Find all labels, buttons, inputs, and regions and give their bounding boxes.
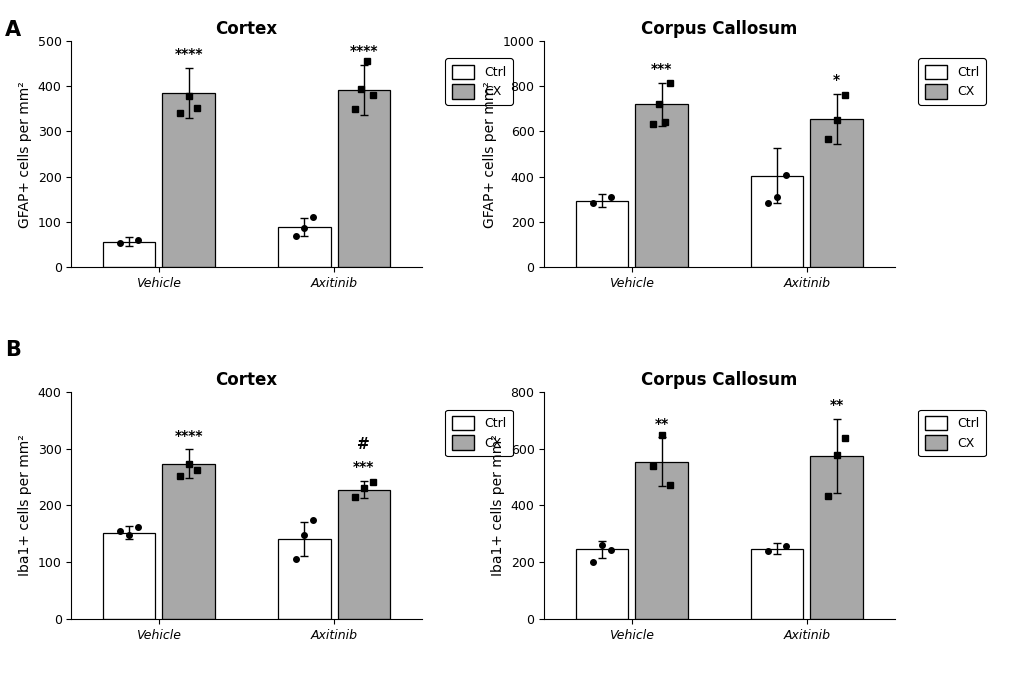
Y-axis label: GFAP+ cells per mm²: GFAP+ cells per mm² [483, 81, 496, 228]
Text: #: # [357, 437, 370, 452]
Bar [575, 201, 628, 267]
Legend: Ctrl, CX: Ctrl, CX [445, 58, 513, 105]
Title: Corpus Callosum: Corpus Callosum [641, 20, 797, 38]
Y-axis label: Iba1+ cells per mm²: Iba1+ cells per mm² [490, 435, 504, 577]
Text: ****: **** [174, 47, 203, 61]
Legend: Ctrl, CX: Ctrl, CX [917, 410, 984, 456]
Bar [278, 226, 330, 267]
Text: *: * [833, 73, 840, 87]
Bar [635, 462, 687, 619]
Bar [337, 490, 389, 619]
Title: Cortex: Cortex [215, 371, 277, 389]
Text: ****: **** [350, 44, 378, 58]
Bar [162, 93, 215, 267]
Y-axis label: Iba1+ cells per mm²: Iba1+ cells per mm² [18, 435, 33, 577]
Bar [750, 549, 803, 619]
Bar [162, 464, 215, 619]
Bar [103, 241, 155, 267]
Text: **: ** [828, 398, 843, 412]
Legend: Ctrl, CX: Ctrl, CX [445, 410, 513, 456]
Bar [810, 456, 862, 619]
Bar [278, 539, 330, 619]
Bar [750, 175, 803, 267]
Text: **: ** [654, 417, 668, 430]
Y-axis label: GFAP+ cells per mm²: GFAP+ cells per mm² [18, 81, 32, 228]
Title: Cortex: Cortex [215, 20, 277, 38]
Bar [103, 532, 155, 619]
Text: ***: *** [353, 460, 374, 475]
Text: ****: **** [174, 428, 203, 443]
Bar [635, 104, 687, 267]
Bar [810, 119, 862, 267]
Text: ***: *** [650, 62, 672, 76]
Text: A: A [5, 20, 21, 40]
Bar [337, 90, 389, 267]
Bar [575, 549, 628, 619]
Legend: Ctrl, CX: Ctrl, CX [917, 58, 984, 105]
Text: B: B [5, 340, 21, 360]
Title: Corpus Callosum: Corpus Callosum [641, 371, 797, 389]
